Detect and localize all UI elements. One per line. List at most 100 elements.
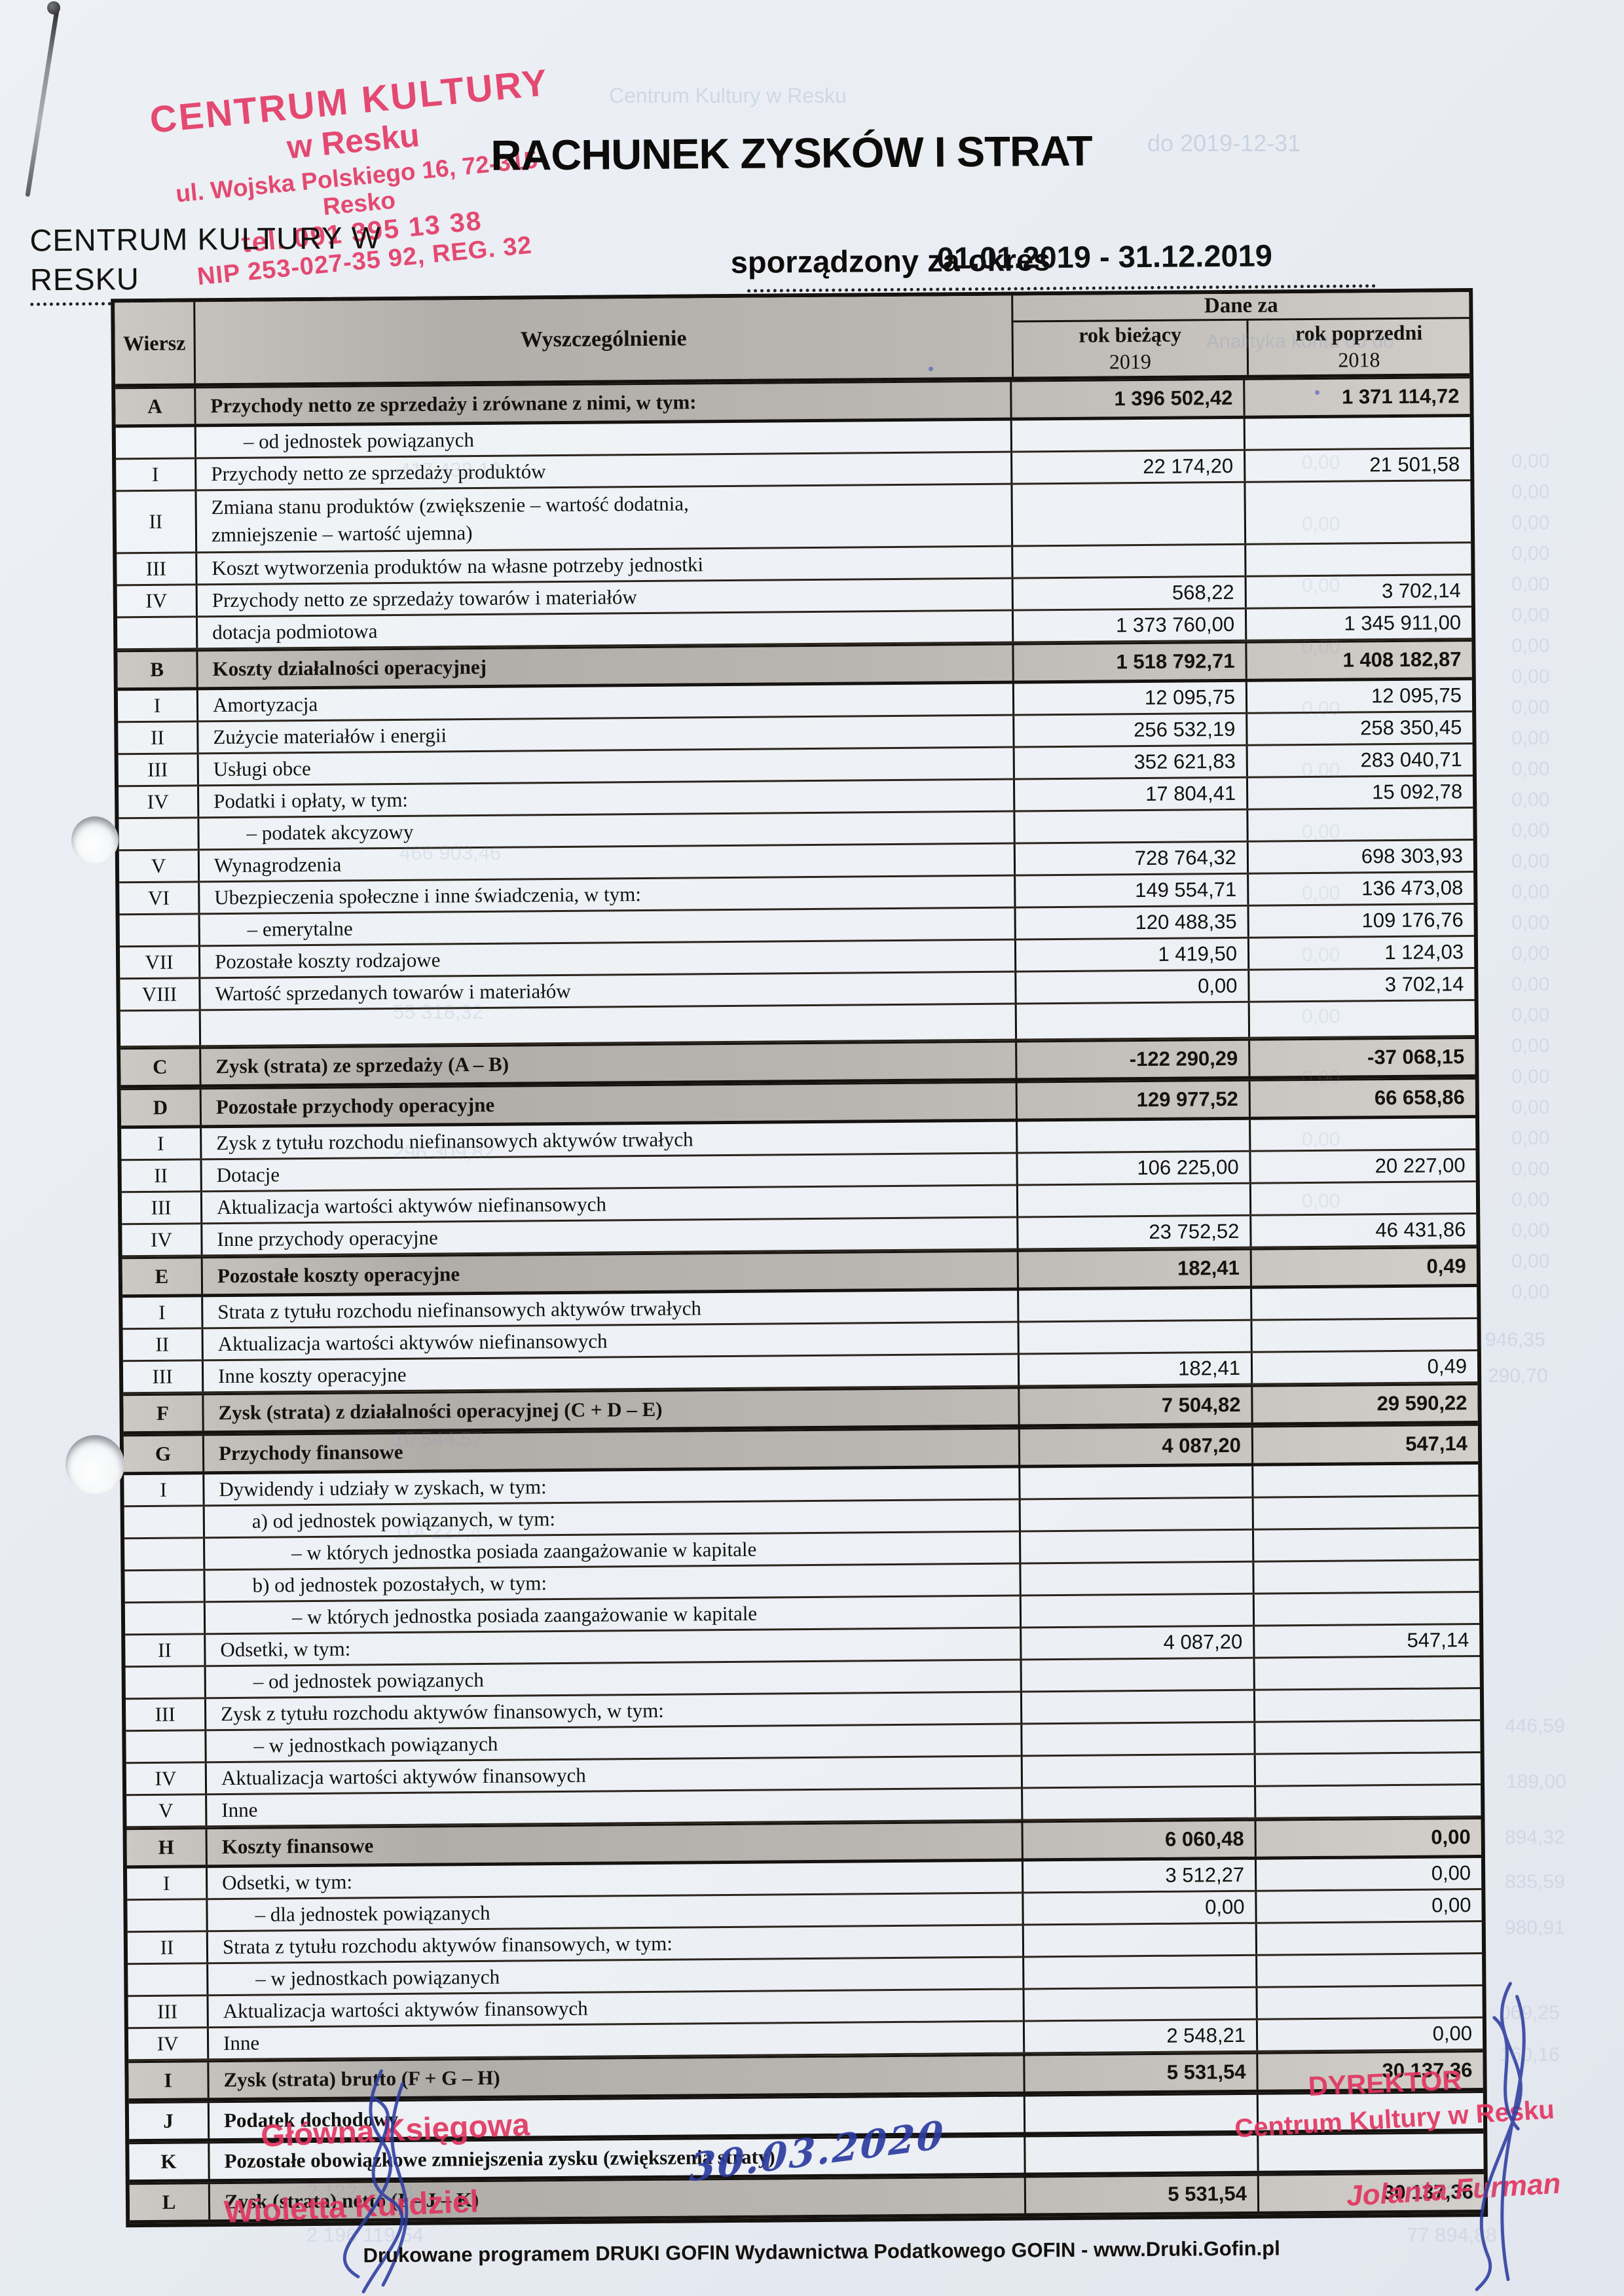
current-year-label: rok bieżący <box>1079 322 1182 347</box>
row-id: L <box>129 2184 211 2221</box>
value-previous-year: 0,49 <box>1426 1254 1466 1278</box>
value-current-year: 23 752,52 <box>1018 1216 1252 1248</box>
row-label: Dotacje <box>202 1154 1018 1191</box>
value-current-year: 568,22 <box>1013 577 1247 610</box>
row-label: Zysk z tytułu rozchodu aktywów finansowy… <box>206 1692 1023 1730</box>
value-current-year: 17 804,41 <box>1014 778 1249 811</box>
value-previous-year: 21 501,58 <box>1369 452 1460 477</box>
value-current-year <box>1020 1530 1255 1563</box>
row-id: K <box>129 2143 210 2180</box>
row-id <box>126 1731 207 1762</box>
col-header-years: rok bieżący 2019 rok poprzedni 2018 <box>1013 319 1469 377</box>
value-current-year: 3 512,27 <box>1023 1859 1257 1892</box>
value-current-year <box>1025 2135 1259 2173</box>
value-current-year: 22 174,20 <box>1012 450 1246 483</box>
ink-speck <box>929 367 933 371</box>
value-current-year: 4 087,20 <box>1022 1626 1255 1659</box>
value-current-year: 1 518 792,71 <box>1014 643 1247 681</box>
row-id: I <box>128 2062 210 2099</box>
value-current-year <box>1020 1498 1254 1531</box>
value-previous-year <box>1255 1593 1479 1625</box>
row-id <box>119 818 200 850</box>
value-current-year: 5 531,54 <box>1025 2054 1259 2092</box>
value-previous-year <box>1250 1001 1475 1037</box>
value-current-year: 0,00 <box>1016 970 1250 1003</box>
current-year-value: 2019 <box>1109 350 1152 374</box>
row-id: I <box>122 1297 204 1328</box>
value-previous-year: 0,00 <box>1431 1893 1471 1917</box>
previous-year-label: rok poprzedni <box>1295 320 1423 345</box>
row-label: – od jednostek powiązanych <box>206 1660 1022 1698</box>
footer-print-credit: Drukowane programem DRUKI GOFIN Wydawnic… <box>363 2236 1280 2267</box>
value-previous-year <box>1256 1753 1481 1785</box>
value-current-year: -122 290,29 <box>1017 1040 1251 1078</box>
row-id: II <box>116 491 198 553</box>
row-label: Dywidendy i udziały w zyskach, w tym: <box>204 1468 1021 1505</box>
value-current-year <box>1019 1321 1253 1353</box>
value-current-year <box>1025 2094 1259 2132</box>
row-label: Pozostałe przychody operacyjne <box>201 1083 1018 1125</box>
value-previous-year <box>1255 1689 1480 1721</box>
value-current-year <box>1023 1787 1257 1819</box>
row-label: Odsetki, w tym: <box>206 1628 1022 1666</box>
row-id: I <box>124 1474 205 1506</box>
row-id: B <box>117 651 198 688</box>
hole-punch <box>65 1435 124 1494</box>
row-label: Zmiana stanu produktów (zwiększenie – wa… <box>196 484 1014 552</box>
row-id: F <box>123 1395 204 1432</box>
value-previous-year <box>1254 1561 1479 1593</box>
row-id: II <box>121 1160 202 1192</box>
value-previous-year: 12 095,75 <box>1371 683 1462 708</box>
document-title: RACHUNEK ZYSKÓW I STRAT <box>490 126 1092 179</box>
row-label: Przychody netto ze sprzedaży produktów <box>196 452 1013 490</box>
row-label: Koszty działalności operacyjnej <box>198 645 1014 687</box>
value-previous-year <box>1246 481 1471 543</box>
row-id <box>117 617 198 649</box>
value-current-year <box>1018 1184 1252 1216</box>
row-id <box>127 1900 208 1931</box>
value-previous-year: 547,14 <box>1407 1628 1469 1652</box>
value-current-year <box>1012 418 1246 451</box>
value-current-year: 1 373 760,00 <box>1013 609 1247 642</box>
value-previous-year <box>1248 809 1473 841</box>
row-id: VIII <box>120 979 201 1010</box>
value-previous-year: 15 092,78 <box>1372 780 1463 804</box>
value-previous-year: 3 702,14 <box>1381 579 1461 603</box>
value-current-year: 182,41 <box>1019 1353 1253 1385</box>
row-label: Przychody netto ze sprzedaży i zrównane … <box>196 382 1012 424</box>
row-id: J <box>128 2103 210 2140</box>
row-label: dotacja podmiotowa <box>197 611 1014 648</box>
value-current-year <box>1012 483 1247 545</box>
row-id: H <box>126 1829 208 1866</box>
value-current-year: 4 087,20 <box>1020 1427 1254 1465</box>
value-current-year <box>1016 1002 1251 1039</box>
table-header: Wiersz Wyszczególnienie Dane za rok bież… <box>115 292 1470 388</box>
row-label: Przychody finansowe <box>204 1429 1021 1472</box>
row-label: b) od jednostek pozostałych, w tym: <box>205 1564 1022 1601</box>
row-label: Aktualizacja wartości aktywów finansowyc… <box>206 1757 1024 1794</box>
row-id <box>115 427 197 458</box>
row-label: Inne <box>208 2022 1025 2059</box>
reporting-period: 01.01.2019 - 31.12.2019 <box>936 238 1273 276</box>
accountant-signature <box>342 2069 409 2293</box>
value-previous-year: 283 040,71 <box>1360 748 1462 772</box>
row-label: Inne przychody operacyjne <box>202 1218 1019 1255</box>
value-current-year: 182,41 <box>1018 1250 1253 1288</box>
value-previous-year: 0,49 <box>1427 1355 1467 1378</box>
row-label: Podatki i opłaty, w tym: <box>199 780 1016 817</box>
value-current-year <box>1022 1755 1257 1787</box>
value-current-year: 129 977,52 <box>1017 1081 1251 1119</box>
row-label: – dla jednostek powiązanych <box>208 1893 1024 1931</box>
row-id: D <box>120 1089 202 1126</box>
row-id: VI <box>119 883 200 914</box>
row-id: I <box>117 690 199 721</box>
row-label: Aktualizacja wartości aktywów finansowyc… <box>208 1990 1025 2027</box>
value-previous-year <box>1257 1922 1482 1954</box>
value-previous-year: 136 473,08 <box>1361 876 1464 900</box>
row-id: IV <box>126 1763 208 1795</box>
row-label: Strata z tytułu rozchodu niefinansowych … <box>203 1290 1020 1328</box>
row-id: V <box>126 1795 208 1827</box>
value-current-year <box>1015 810 1249 843</box>
value-current-year: 1 419,50 <box>1016 938 1250 971</box>
